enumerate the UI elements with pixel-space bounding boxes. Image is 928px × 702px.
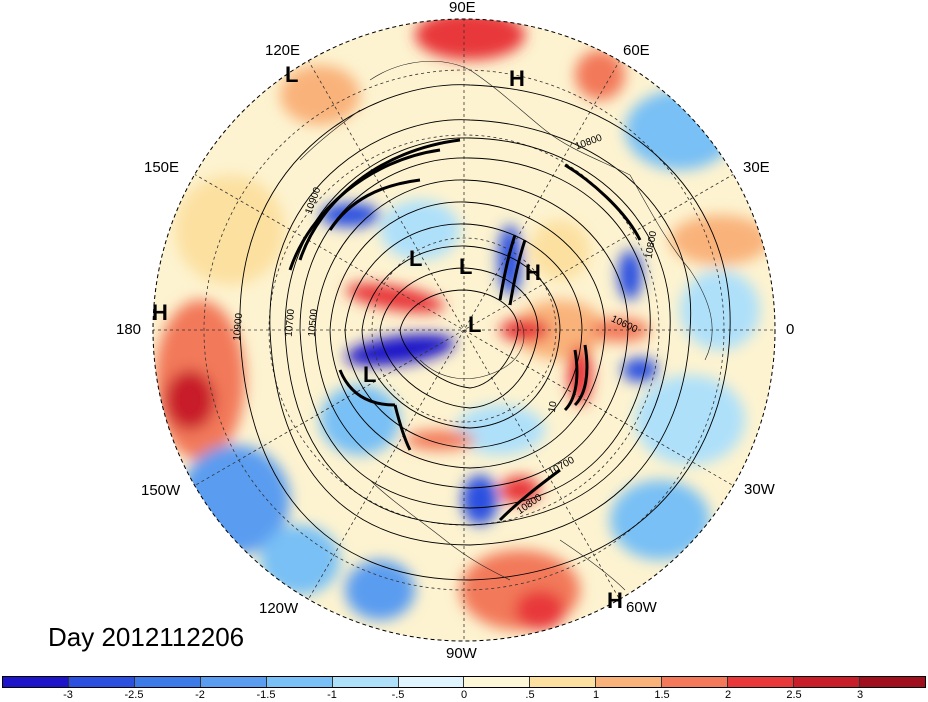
jet-contours (288, 138, 642, 522)
day-title: Day 2012112206 (48, 622, 245, 652)
colorbar-tick-label: -3 (63, 689, 73, 701)
lon-label-60e: 60E (623, 42, 650, 59)
colorbar-cell (662, 677, 729, 687)
colorbar-cell (728, 677, 795, 687)
colorbar-ticks: -3 -2.5 -2 -1.5 -1 -.5 0 .5 1 1.5 2 2.5 3 (0, 690, 928, 702)
lon-label-90w: 90W (446, 645, 477, 662)
lon-label-90e: 90E (449, 0, 476, 16)
colorbar (2, 676, 926, 688)
colorbar-tick-label: 1.5 (654, 689, 670, 701)
lon-label-180: 180 (116, 321, 142, 338)
colorbar-cell (200, 677, 267, 687)
colorbar-cell (398, 677, 465, 687)
colorbar-cell (794, 677, 860, 687)
colorbar-tick-label: -.5 (391, 689, 405, 701)
colorbar-cell (596, 677, 663, 687)
colorbar-tick-label: -1.5 (256, 689, 276, 701)
height-contours (239, 84, 731, 581)
colorbar-tick-label: -2.5 (124, 689, 144, 701)
lon-label-150w: 150W (141, 482, 181, 499)
high-marker: H (607, 588, 623, 613)
colorbar-tick-label: 2 (724, 689, 732, 701)
colorbar-tick-label: 3 (856, 689, 864, 701)
low-marker: L (363, 362, 377, 387)
colorbar-cell (530, 677, 597, 687)
colorbar-cell (134, 677, 201, 687)
colorbar-cell (859, 677, 925, 687)
colorbar-tick-label: -2 (195, 689, 205, 701)
colorbar-tick-label: 1 (592, 689, 600, 701)
colorbar-cell (68, 677, 135, 687)
low-marker: L (459, 254, 473, 279)
low-marker: L (468, 312, 482, 337)
lon-label-60w: 60W (626, 599, 657, 616)
colorbar-cell (464, 677, 531, 687)
colorbar-cell (332, 677, 399, 687)
contour-label: 10 (546, 400, 560, 414)
colorbar-tick-label: 0 (460, 689, 468, 701)
lon-label-150e: 150E (144, 159, 180, 176)
colorbar-tick-label: 2.5 (786, 689, 802, 701)
lon-label-0: 0 (786, 321, 795, 338)
high-marker: H (509, 66, 525, 91)
colorbar-tick-label: -1 (327, 689, 337, 701)
colorbar-cell (266, 677, 333, 687)
lon-label-120e: 120E (265, 42, 301, 59)
globe-outline (152, 18, 776, 642)
coastlines (299, 61, 713, 591)
lon-label-120w: 120W (259, 600, 299, 617)
lon-label-30w: 30W (744, 481, 775, 498)
shaded-field (153, 19, 775, 641)
high-marker: H (152, 300, 168, 325)
colorbar-cell (3, 677, 69, 687)
lon-label-30e: 30E (743, 159, 770, 176)
colorbar-tick-label: .5 (525, 689, 535, 701)
low-marker: L (285, 62, 299, 87)
high-marker: H (525, 260, 541, 285)
low-marker: L (409, 246, 423, 271)
